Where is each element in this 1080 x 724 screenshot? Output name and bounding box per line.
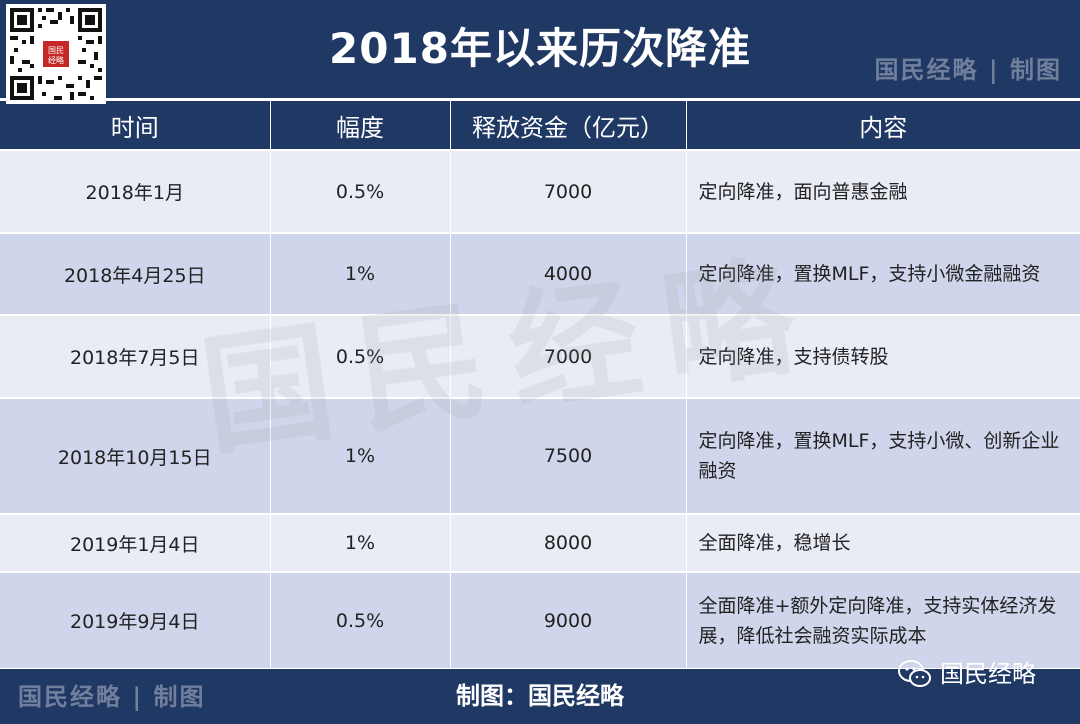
footer-bar: 国民经略 | 制图 制图：国民经略 bbox=[0, 669, 1080, 724]
column-header-funds: 释放资金（亿元） bbox=[450, 101, 687, 150]
cell-funds: 9000 bbox=[450, 571, 687, 668]
cell-content: 定向降准，支持债转股 bbox=[686, 314, 1080, 398]
cell-ratio: 0.5% bbox=[270, 149, 451, 233]
cell-funds: 7000 bbox=[450, 149, 687, 233]
cell-ratio: 0.5% bbox=[270, 314, 451, 398]
qr-code-graphic: 国民 经略 bbox=[6, 4, 106, 104]
cell-funds: 8000 bbox=[450, 513, 687, 572]
table-row: 2019年9月4日 0.5% 9000 全面降准+额外定向降准，支持实体经济发展… bbox=[0, 571, 1080, 668]
cell-funds: 7500 bbox=[450, 397, 687, 514]
cell-content: 定向降准，置换MLF，支持小微、创新企业融资 bbox=[686, 397, 1080, 514]
cell-ratio: 0.5% bbox=[270, 571, 451, 668]
cell-time: 2019年9月4日 bbox=[0, 571, 271, 668]
header-brand-tag: 国民经略 | 制图 bbox=[874, 55, 1062, 84]
cell-content: 全面降准+额外定向降准，支持实体经济发展，降低社会融资实际成本 bbox=[686, 571, 1080, 668]
table-row: 2019年1月4日 1% 8000 全面降准，稳增长 bbox=[0, 513, 1080, 572]
wechat-account-label[interactable]: 国民经略 bbox=[898, 654, 1036, 694]
cell-time: 2018年4月25日 bbox=[0, 232, 271, 315]
table-header-row: 时间 幅度 释放资金（亿元） 内容 bbox=[0, 101, 1080, 150]
table-row: 2018年4月25日 1% 4000 定向降准，置换MLF，支持小微金融融资 bbox=[0, 232, 1080, 315]
table-row: 2018年7月5日 0.5% 7000 定向降准，支持债转股 bbox=[0, 314, 1080, 398]
cell-content: 定向降准，置换MLF，支持小微金融融资 bbox=[686, 232, 1080, 315]
wechat-icon bbox=[898, 660, 931, 687]
cell-time: 2018年7月5日 bbox=[0, 314, 271, 398]
cell-funds: 7000 bbox=[450, 314, 687, 398]
wechat-account-name: 国民经略 bbox=[940, 660, 1036, 688]
svg-text:国民: 国民 bbox=[48, 46, 64, 55]
rrr-cut-table: 时间 幅度 释放资金（亿元） 内容 2018年1月 0.5% 7000 定向降准… bbox=[0, 101, 1080, 668]
table-row: 2018年1月 0.5% 7000 定向降准，面向普惠金融 bbox=[0, 149, 1080, 233]
column-header-time: 时间 bbox=[0, 101, 271, 150]
svg-text:经略: 经略 bbox=[48, 55, 64, 65]
cell-time: 2019年1月4日 bbox=[0, 513, 271, 572]
cell-ratio: 1% bbox=[270, 397, 451, 514]
page-title: 2018年以来历次降准 bbox=[329, 24, 751, 73]
table-row: 2018年10月15日 1% 7500 定向降准，置换MLF，支持小微、创新企业… bbox=[0, 397, 1080, 514]
cell-time: 2018年1月 bbox=[0, 149, 271, 233]
cell-content: 定向降准，面向普惠金融 bbox=[686, 149, 1080, 233]
cell-ratio: 1% bbox=[270, 513, 451, 572]
cell-time: 2018年10月15日 bbox=[0, 397, 271, 514]
footer-brand-tag: 国民经略 | 制图 bbox=[18, 682, 206, 711]
footer-credit: 制图：国民经略 bbox=[456, 682, 624, 710]
cell-content: 全面降准，稳增长 bbox=[686, 513, 1080, 572]
header-bar: 2018年以来历次降准 国民经略 | 制图 bbox=[0, 0, 1080, 98]
qr-code-icon[interactable]: 国民 经略 bbox=[6, 4, 106, 104]
column-header-ratio: 幅度 bbox=[270, 101, 451, 150]
cell-ratio: 1% bbox=[270, 232, 451, 315]
cell-funds: 4000 bbox=[450, 232, 687, 315]
column-header-content: 内容 bbox=[686, 101, 1080, 150]
